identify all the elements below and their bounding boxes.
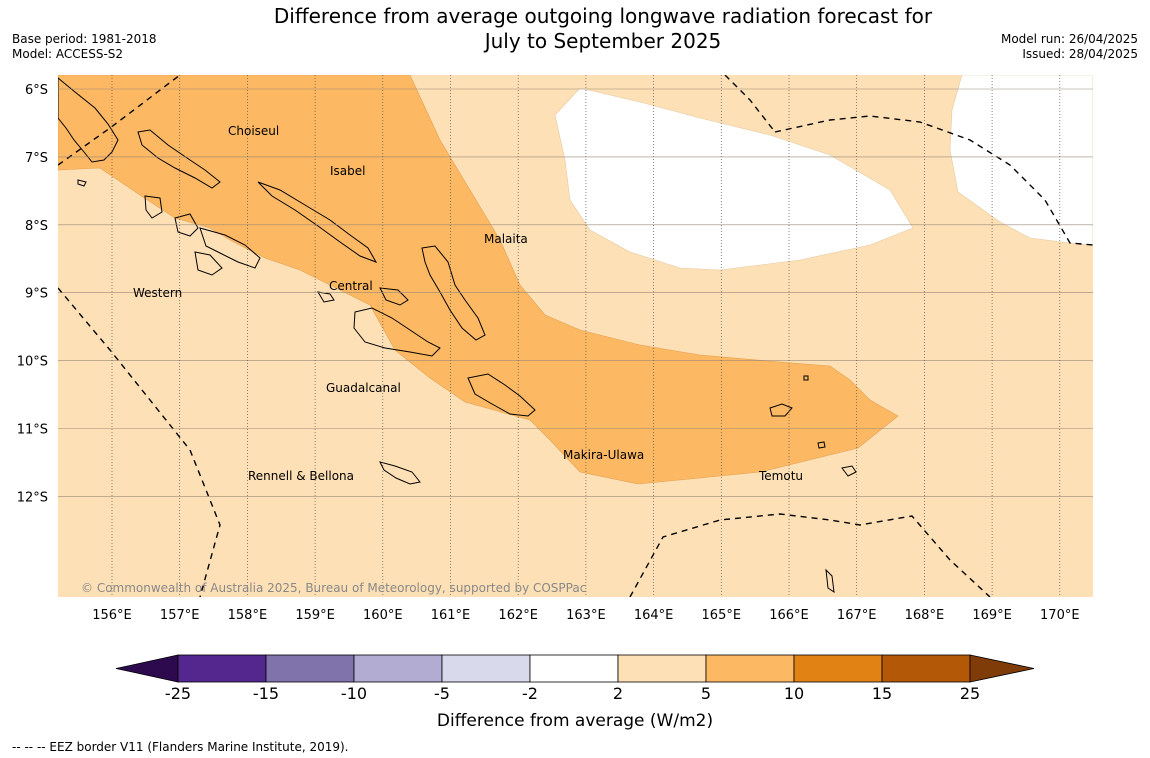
eez-borders xyxy=(58,75,1093,597)
colorbar-extend-low xyxy=(115,654,179,683)
lat-label: 8°S xyxy=(25,219,48,234)
region-label-choiseul: Choiseul xyxy=(228,124,279,138)
lat-label: 12°S xyxy=(17,490,48,505)
colorbar-tick-label: 5 xyxy=(701,684,711,703)
lon-label: 166°E xyxy=(769,608,809,623)
anomaly-5-to-10-area xyxy=(58,75,899,485)
lon-label: 170°E xyxy=(1040,608,1080,623)
model-name: Model: ACCESS-S2 xyxy=(12,47,124,61)
colorbar-tick-labels: -25 -15 -10 -5 -2 2 5 10 15 25 xyxy=(165,684,980,703)
lat-label: 10°S xyxy=(17,355,48,370)
eez-footnote: -- -- -- EEZ border V11 (Flanders Marine… xyxy=(12,740,349,754)
copyright-notice: © Commonwealth of Australia 2025, Bureau… xyxy=(81,581,586,595)
map-title: Difference from average outgoing longwav… xyxy=(0,4,1150,54)
lon-label: 168°E xyxy=(905,608,945,623)
colorbar-segment xyxy=(441,654,531,683)
colorbar-tick-label: 10 xyxy=(784,684,804,703)
map-area xyxy=(58,75,1093,597)
region-label-western: Western xyxy=(133,286,182,300)
colorbar-tick-label: 15 xyxy=(872,684,892,703)
region-label-isabel: Isabel xyxy=(330,164,365,178)
colorbar-extend-high xyxy=(969,654,1035,683)
colorbar-segment xyxy=(705,654,795,683)
lat-gridlines xyxy=(58,88,1093,497)
lon-label: 162°E xyxy=(498,608,538,623)
colorbar-tick-label: -2 xyxy=(522,684,538,703)
lat-label: 6°S xyxy=(25,83,48,98)
colorbar-tick-label: 25 xyxy=(960,684,980,703)
colorbar xyxy=(115,654,1035,683)
colorbar-segment xyxy=(177,654,267,683)
colorbar-segment xyxy=(617,654,707,683)
colorbar-segment xyxy=(265,654,355,683)
colorbar-segment xyxy=(529,654,619,683)
lon-gridlines xyxy=(111,75,1061,597)
colorbar-tick-label: 2 xyxy=(613,684,623,703)
lon-label: 169°E xyxy=(972,608,1012,623)
lon-label: 157°E xyxy=(160,608,200,623)
lon-label: 159°E xyxy=(295,608,335,623)
title-line-1: Difference from average outgoing longwav… xyxy=(273,4,933,28)
lon-label: 165°E xyxy=(702,608,742,623)
lon-label: 158°E xyxy=(228,608,268,623)
colorbar-tick-label: -25 xyxy=(165,684,191,703)
region-label-rennell-bellona: Rennell & Bellona xyxy=(248,469,354,483)
region-label-temotu: Temotu xyxy=(758,469,803,483)
region-label-malaita: Malaita xyxy=(484,232,528,246)
lat-label: 9°S xyxy=(25,287,48,302)
lon-label: 156°E xyxy=(92,608,132,623)
colorbar-tick-label: -10 xyxy=(341,684,367,703)
title-line-2: July to September 2025 xyxy=(484,29,722,53)
lon-label: 164°E xyxy=(634,608,674,623)
colorbar-tick-label: -15 xyxy=(253,684,279,703)
meta-right: Model run: 26/04/2025 Issued: 28/04/2025 xyxy=(1001,32,1138,62)
lon-label: 161°E xyxy=(431,608,471,623)
base-period: Base period: 1981-2018 xyxy=(12,32,157,46)
anomaly-below-2-area-east xyxy=(949,75,1093,246)
islands xyxy=(58,77,857,594)
lon-label: 167°E xyxy=(837,608,877,623)
lon-label: 163°E xyxy=(566,608,606,623)
lon-label: 160°E xyxy=(363,608,403,623)
colorbar-segment xyxy=(793,654,883,683)
lat-label: 11°S xyxy=(17,423,48,438)
meta-left: Base period: 1981-2018 Model: ACCESS-S2 xyxy=(12,32,157,62)
colorbar-tick-label: -5 xyxy=(434,684,450,703)
lon-axis-labels: 156°E 157°E 158°E 159°E 160°E 161°E 162°E 163°E… xyxy=(92,608,1079,623)
lat-label: 7°S xyxy=(25,151,48,166)
lat-axis-labels: 6°S 7°S 8°S 9°S 10°S 11°S 12°S xyxy=(17,83,48,505)
colorbar-segment xyxy=(881,654,971,683)
colorbar-segment xyxy=(353,654,443,683)
region-label-guadalcanal: Guadalcanal xyxy=(326,381,401,395)
colorbar-title: Difference from average (W/m2) xyxy=(437,711,713,731)
model-run: Model run: 26/04/2025 xyxy=(1000,32,1138,46)
region-label-central: Central xyxy=(329,279,373,293)
issued-date: Issued: 28/04/2025 xyxy=(1022,47,1138,61)
region-label-makira-ulawa: Makira-Ulawa xyxy=(563,448,644,462)
